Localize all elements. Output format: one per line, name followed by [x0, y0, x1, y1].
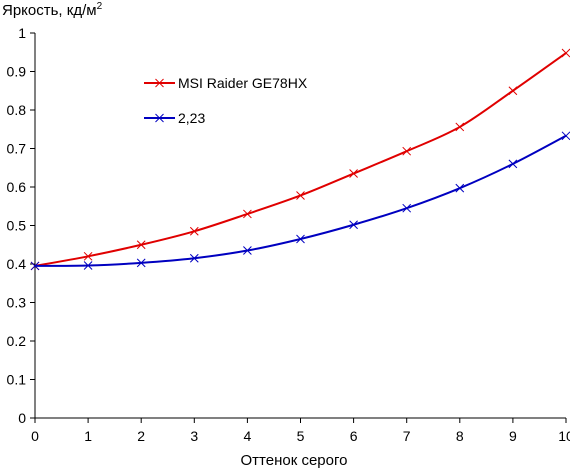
x-tick-label: 5 — [297, 428, 305, 444]
y-tick-label: 0.7 — [7, 141, 27, 157]
y-tick-label: 0.3 — [7, 295, 27, 311]
y-tick-label: 0.5 — [7, 218, 27, 234]
series-1-point — [402, 146, 412, 156]
series-line-2 — [34, 134, 567, 267]
legend-marker-2 — [155, 113, 164, 123]
series-1-point — [83, 251, 93, 261]
x-tick-label: 10 — [558, 428, 570, 444]
series-2-point — [30, 261, 40, 271]
series-2-point — [349, 220, 358, 230]
series-2-point — [243, 246, 252, 255]
y-tick-label: 0.1 — [7, 372, 27, 388]
y-tick-label: 1 — [18, 25, 26, 41]
series-1-point — [349, 169, 358, 178]
legend-label-1: MSI Raider GE78HX — [178, 75, 308, 91]
series-2-point — [561, 131, 570, 141]
series-layer — [30, 48, 570, 271]
x-tick-label: 0 — [31, 428, 39, 444]
series-1-point — [455, 122, 465, 132]
y-tick-label: 0.6 — [7, 179, 27, 195]
series-1-point — [296, 191, 305, 200]
series-2-point — [455, 183, 465, 193]
y-tick-label: 0.2 — [7, 333, 27, 349]
y-tick-label: 0.8 — [7, 102, 27, 118]
x-tick-label: 1 — [84, 428, 92, 444]
legend-marker-1 — [155, 78, 164, 88]
legend: MSI Raider GE78HX 2,23 — [144, 75, 308, 126]
series-1-point — [136, 240, 146, 250]
x-tick-label: 7 — [403, 428, 411, 444]
x-tick-label: 4 — [244, 428, 252, 444]
series-1-point — [189, 226, 199, 236]
series-2-point — [83, 261, 93, 270]
y-axis-title: Яркость, кд/м2 — [2, 1, 103, 19]
y-tick-label: 0.4 — [7, 256, 27, 272]
series-2-point — [296, 234, 305, 244]
legend-label-2: 2,23 — [178, 110, 205, 126]
y-tick-label: 0 — [18, 410, 26, 426]
y-axis-title-text: Яркость, кд/м — [2, 2, 97, 19]
y-tick-label: 0.9 — [7, 64, 27, 80]
x-tick-label: 2 — [137, 428, 145, 444]
x-tick-label: 9 — [509, 428, 517, 444]
series-2-point — [189, 253, 199, 263]
y-axis-title-superscript: 2 — [97, 1, 103, 12]
series-1-point — [508, 86, 518, 96]
series-2-point — [402, 203, 412, 213]
series-2-point — [136, 258, 146, 268]
x-tick-label: 8 — [456, 428, 464, 444]
series-1-point — [561, 48, 570, 58]
series-2-point — [508, 159, 518, 169]
x-tick-label: 3 — [190, 428, 198, 444]
x-tick-label: 6 — [350, 428, 358, 444]
x-axis-title: Оттенок серого — [241, 452, 348, 468]
axes: 00.10.20.30.40.50.60.70.80.910 1 2 3 4 5 6 7 8 9 1… — [7, 25, 570, 444]
series-1-point — [243, 209, 252, 219]
